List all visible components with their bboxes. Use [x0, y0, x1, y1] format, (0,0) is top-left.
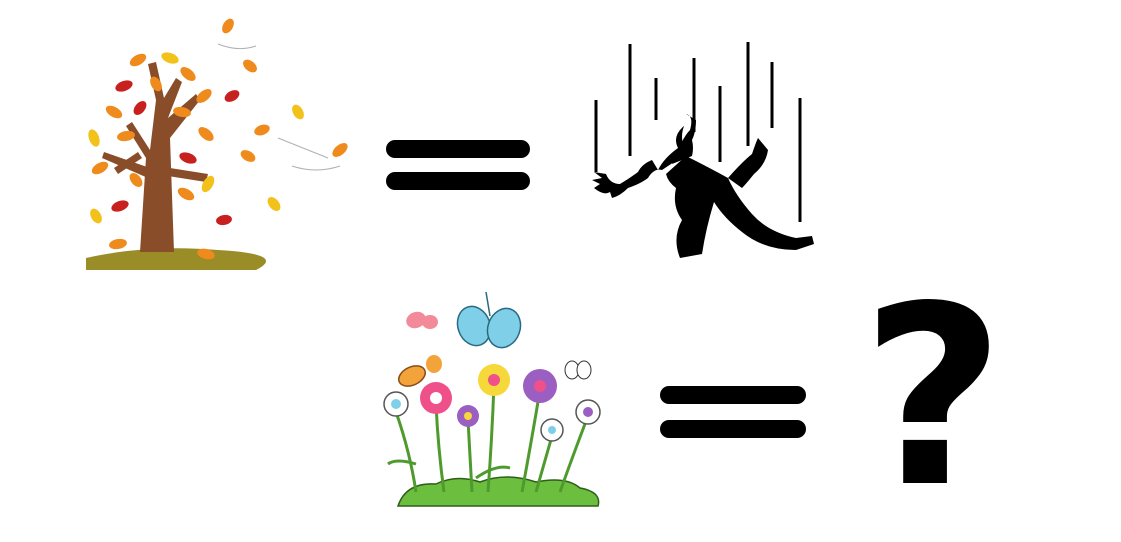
- equals-sign-1: [386, 134, 530, 196]
- flower-purple-large: [523, 369, 557, 403]
- flower-white-left: [383, 391, 409, 417]
- question-mark-icon: ?: [861, 254, 1005, 542]
- flower-yellow: [478, 364, 510, 396]
- equals-bar-bottom: [660, 420, 806, 438]
- tree-leaves: [88, 52, 215, 260]
- equals-bar-bottom: [386, 172, 530, 190]
- equals-bar-top: [660, 386, 806, 404]
- butterfly-pink: [406, 311, 438, 329]
- flower-purple-small: [457, 405, 479, 427]
- equals-bar-top: [386, 140, 530, 158]
- flower-white-middle: [540, 418, 564, 442]
- ground-strip: [86, 248, 267, 270]
- butterfly-blue: [456, 291, 522, 349]
- autumn-tree-icon: [78, 8, 358, 270]
- falling-silhouette: [592, 114, 814, 258]
- falling-leaves: [216, 18, 348, 226]
- grass-mound: [396, 476, 600, 507]
- butterfly-small: [564, 360, 592, 380]
- falling-person-icon: [582, 38, 822, 266]
- equals-sign-2: [660, 380, 806, 444]
- flower-white-right: [575, 399, 601, 425]
- spring-flowers-icon: [376, 288, 612, 514]
- flower-pink: [420, 382, 452, 414]
- butterfly-orange: [398, 355, 442, 387]
